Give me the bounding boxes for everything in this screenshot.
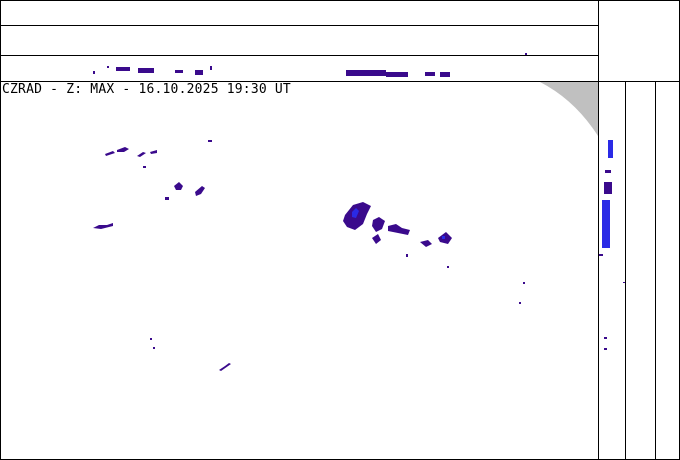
frame-top	[0, 0, 680, 1]
divider-top-1	[0, 25, 598, 26]
coverage-mask	[540, 82, 598, 136]
divider-side-1	[625, 81, 626, 460]
divider-side-2	[655, 81, 656, 460]
echo-cells	[93, 140, 525, 371]
divider-top-2	[0, 55, 598, 56]
divider-map-top	[0, 81, 680, 82]
frame-left	[0, 0, 1, 460]
map-title: CZRAD - Z: MAX - 16.10.2025 19:30 UT	[2, 82, 291, 97]
x-projection-echoes	[93, 53, 527, 77]
y-projection-echoes	[599, 140, 625, 350]
divider-right-panel	[598, 0, 599, 460]
